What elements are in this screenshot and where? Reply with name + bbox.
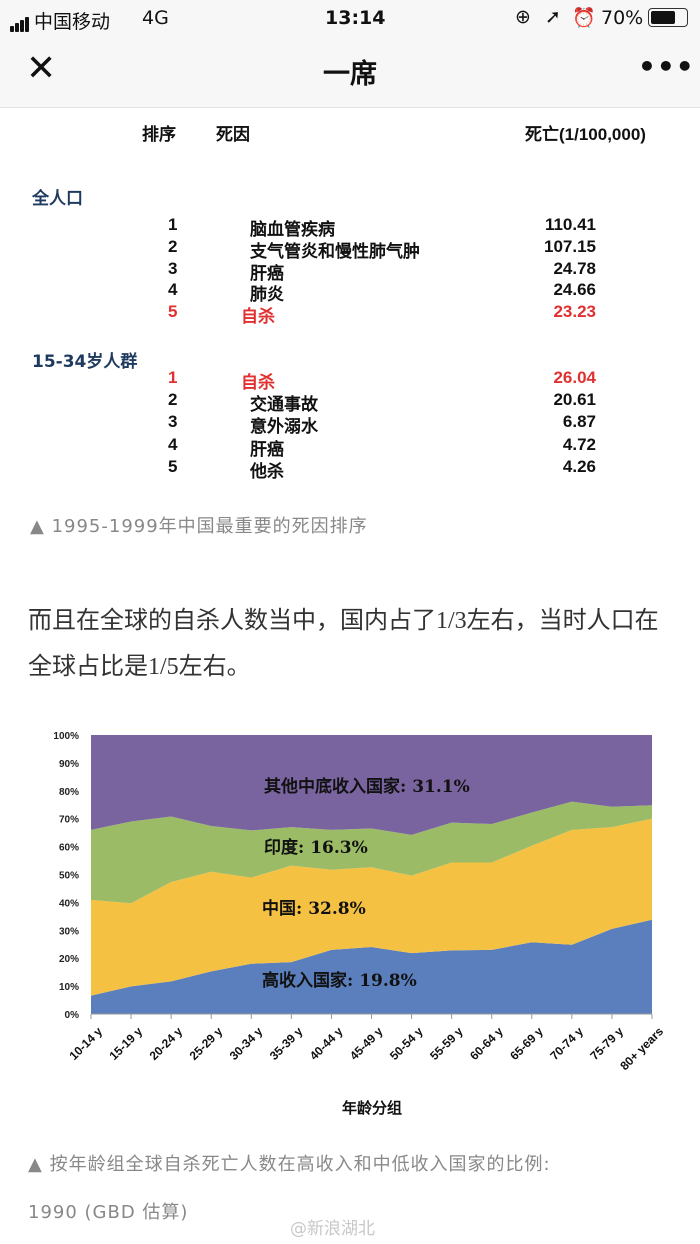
x-tick-label: 65-69 y (507, 1024, 546, 1063)
battery-icon (648, 8, 688, 27)
group-label: 全人口 (32, 189, 83, 209)
watermark: @新浪湖北 (290, 1219, 375, 1239)
row-rank: 1 (168, 215, 178, 234)
row-value: 24.78 (553, 258, 596, 278)
clock: 13:14 (325, 7, 386, 29)
row-rank: 3 (168, 258, 178, 278)
y-tick-label: 60% (59, 843, 79, 854)
carrier: 中国移动 (34, 11, 111, 33)
area-series-3 (91, 735, 652, 835)
more-icon[interactable]: ••• (638, 50, 695, 83)
area-series-0 (91, 919, 652, 1014)
y-tick-label: 20% (59, 954, 79, 965)
row-cause: 脑血管疾病 (250, 220, 335, 239)
series-label: 中国: 32.8% (262, 898, 366, 919)
y-tick-label: 90% (59, 759, 79, 770)
chart-caption-year: 1990 (GBD 估算) (28, 1202, 189, 1223)
x-tick-label: 60-64 y (467, 1024, 506, 1063)
row-value: 6.87 (562, 412, 596, 432)
row-value: 4.72 (562, 434, 596, 454)
stacked-area-chart: 0% 10% 20% 30% 40% 50% 60% 70% 80% 90% 100% 10-14 y… (53, 731, 666, 1117)
status-bar: 中国移动 4G 13:14 ⊕ ➚ ⏰ 70% (0, 0, 700, 36)
y-tick-label: 40% (59, 898, 79, 909)
text: 而且在全球的自杀人数当中，国内占了 (28, 606, 436, 634)
x-tick-label: 80+ years (617, 1024, 666, 1073)
battery-percent: 70% (601, 7, 644, 29)
area-series-1 (91, 818, 652, 996)
x-tick-label: 55-59 y (427, 1024, 466, 1063)
row-value: 24.66 (553, 280, 596, 300)
row-rank: 5 (168, 302, 178, 322)
x-axis-label: 年龄分组 (342, 1099, 402, 1117)
x-tick-label: 15-19 y (107, 1024, 146, 1063)
nav-bar: ✕ 一席 ••• (0, 36, 700, 108)
alarm-icon: ⏰ (572, 7, 596, 29)
row-cause: 交通事故 (250, 395, 318, 415)
row-cause: 肺炎 (250, 285, 284, 305)
close-icon[interactable]: ✕ (26, 48, 57, 89)
signal-icon (10, 10, 30, 32)
header-rank: 排序 (142, 125, 176, 144)
row-value: 110.41 (544, 215, 596, 234)
row-cause: 他杀 (250, 461, 284, 481)
article-paragraph: 而且在全球的自杀人数当中，国内占了1/3左右，当时人口在全球占比是1/5左右。 (28, 598, 678, 690)
y-tick-label: 0% (65, 1010, 80, 1021)
row-cause: 自杀 (241, 307, 275, 327)
orientation-lock-icon: ⊕ (515, 6, 531, 28)
x-tick-label: 40-44 y (307, 1024, 346, 1063)
location-icon: ➚ (545, 6, 561, 28)
y-tick-label: 70% (59, 815, 79, 826)
series-label: 高收入国家: 19.8% (262, 970, 417, 991)
row-rank: 2 (168, 390, 178, 410)
x-tick-label: 30-34 y (227, 1024, 266, 1063)
x-tick-label: 10-14 y (66, 1024, 105, 1063)
row-value: 26.04 (553, 368, 596, 387)
row-cause: 肝癌 (250, 263, 284, 283)
group-label: 15-34岁人群 (32, 352, 138, 372)
fraction: 1/3 (436, 608, 467, 634)
row-cause: 支气管炎和慢性肺气肿 (250, 241, 420, 261)
row-value: 23.23 (553, 302, 596, 322)
x-tick-label: 25-29 y (187, 1024, 226, 1063)
y-tick-label: 10% (59, 982, 79, 993)
y-tick-label: 100% (53, 731, 79, 742)
x-tick-label: 45-49 y (347, 1024, 386, 1063)
series-label: 其他中底收入国家: 31.1% (264, 776, 470, 797)
row-cause: 自杀 (241, 373, 275, 392)
x-tick-label: 70-74 y (547, 1024, 586, 1063)
text: 左右。 (178, 652, 251, 680)
area-series-2 (91, 801, 652, 904)
table-caption: ▲ 1995-1999年中国最重要的死因排序 (30, 516, 368, 537)
x-tick-label: 50-54 y (387, 1024, 426, 1063)
text: 左右，当时人口在全球占比是 (28, 606, 659, 680)
header-cause: 死因 (216, 125, 250, 144)
y-tick-label: 80% (59, 787, 79, 798)
network-type: 4G (142, 7, 169, 29)
row-value: 107.15 (544, 236, 596, 256)
header-deaths: 死亡(1/100,000) (525, 125, 646, 144)
x-tick-label: 35-39 y (267, 1024, 306, 1063)
row-cause: 肝癌 (250, 439, 284, 459)
row-rank: 4 (168, 434, 178, 454)
y-tick-label: 50% (59, 871, 79, 882)
y-tick-label: 30% (59, 926, 79, 937)
chart-caption: ▲ 按年龄组全球自杀死亡人数在高收入和中低收入国家的比例: (28, 1154, 551, 1175)
row-rank: 2 (168, 236, 178, 256)
row-value: 20.61 (553, 390, 596, 410)
row-rank: 5 (168, 456, 178, 476)
row-cause: 意外溺水 (250, 417, 318, 437)
row-rank: 1 (168, 368, 178, 387)
row-rank: 3 (168, 412, 178, 432)
row-rank: 4 (168, 280, 178, 300)
page-title: 一席 (323, 59, 377, 90)
series-label: 印度: 16.3% (264, 837, 368, 858)
fraction: 1/5 (148, 654, 179, 680)
row-value: 4.26 (562, 456, 596, 476)
x-tick-label: 20-24 y (147, 1024, 186, 1063)
x-tick-label: 75-79 y (587, 1024, 626, 1063)
